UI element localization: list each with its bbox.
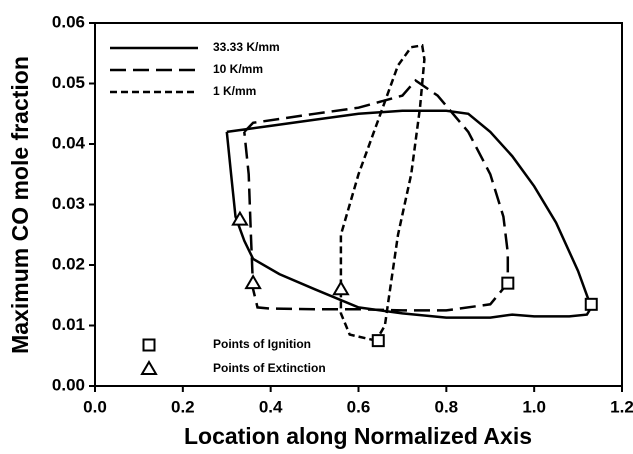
y-tick-label: 0.01 [52, 315, 85, 334]
triangle-marker [332, 280, 350, 296]
legend-marker [142, 338, 156, 352]
y-tick-label: 0.03 [52, 194, 85, 213]
x-axis-title: Location along Normalized Axis [184, 423, 532, 449]
y-tick-label: 0.05 [52, 73, 85, 92]
legend-label: 1 K/mm [213, 84, 256, 98]
y-axis-title: Maximum CO mole fraction [7, 56, 33, 354]
x-tick-label: 0.6 [347, 397, 371, 416]
square-marker [371, 334, 385, 348]
series-line [225, 109, 593, 319]
legend-label: Points of Ignition [213, 337, 311, 351]
triangle-marker [244, 274, 262, 290]
x-tick-label: 0.2 [171, 397, 195, 416]
legend-marker [140, 360, 158, 375]
square-marker [584, 297, 598, 311]
legend-label: 33.33 K/mm [213, 40, 280, 54]
y-tick-label: 0.00 [52, 375, 85, 394]
x-tick-label: 0.8 [435, 397, 459, 416]
legend-label: 10 K/mm [213, 62, 263, 76]
x-tick-label: 0.0 [83, 397, 107, 416]
legend-label: Points of Extinction [213, 361, 326, 375]
series-line [339, 43, 426, 342]
y-tick-label: 0.04 [52, 133, 86, 152]
x-tick-label: 1.0 [522, 397, 546, 416]
triangle-marker [231, 210, 249, 226]
y-tick-label: 0.02 [52, 254, 85, 273]
x-tick-label: 1.2 [610, 397, 633, 416]
y-tick-label: 0.06 [52, 12, 85, 31]
x-tick-label: 0.4 [259, 397, 283, 416]
square-marker [501, 276, 515, 290]
plot-frame [94, 22, 623, 387]
